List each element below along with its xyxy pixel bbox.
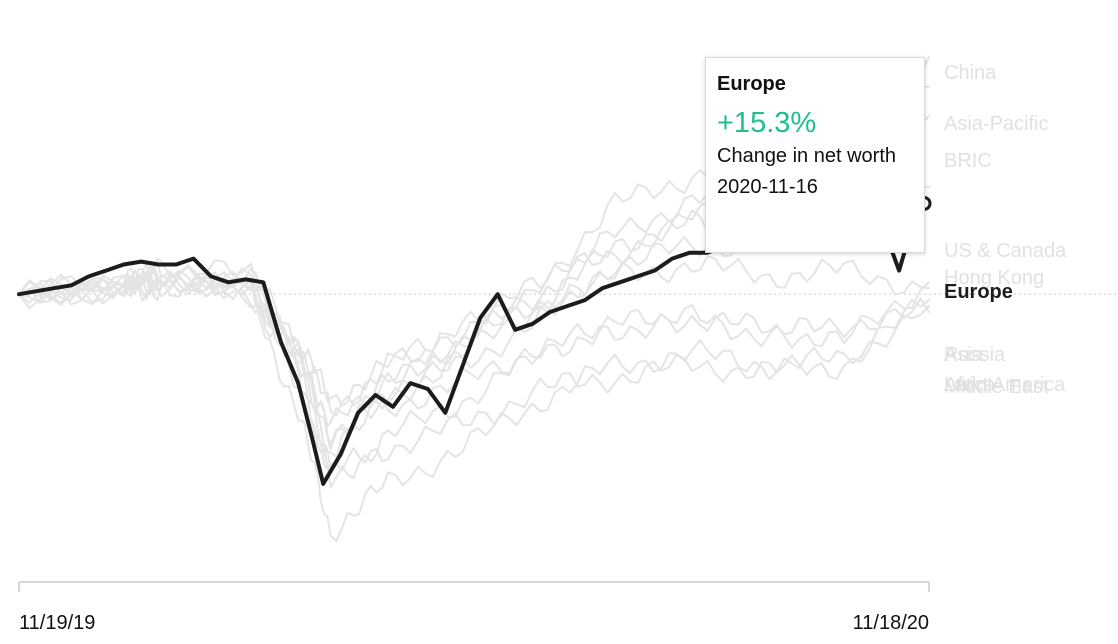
series-label-asia-pacific: Asia-Pacific [944, 113, 1048, 135]
series-label-asia: Asia [944, 344, 984, 366]
x-tick-labels-group: 11/19/19 11/18/20 [19, 612, 929, 634]
series-labels-group: China Asia-Pacific BRIC US & Canada Hong Kon… [944, 62, 1067, 398]
hover-tooltip: Europe +15.3% Change in net worth 2020-1… [705, 57, 925, 253]
tooltip-metric-label: Change in net worth [717, 145, 897, 167]
series-label-middle-east: Middle East [944, 376, 1049, 398]
series-label-us-canada: US & Canada [944, 240, 1067, 262]
series-label-china: China [944, 62, 997, 84]
tooltip-series-name: Europe [717, 73, 786, 95]
series-label-russia: Russia [944, 344, 1006, 366]
series-line-asia[interactable] [18, 255, 930, 407]
series-line-middle-east[interactable] [18, 271, 930, 451]
tooltip-value: +15.3% [717, 107, 817, 139]
series-label-africa: Africa [944, 374, 996, 396]
series-label-bric: BRIC [944, 150, 992, 172]
series-line-latin-america[interactable] [18, 270, 930, 543]
series-label-hong-kong: Hong Kong [944, 267, 1044, 289]
series-line-africa[interactable] [18, 274, 930, 472]
series-line-russia[interactable] [18, 262, 930, 489]
series-label-europe: Europe [944, 281, 1013, 303]
x-tick-label-end: 11/18/20 [853, 612, 929, 634]
tooltip-date: 2020-11-16 [717, 176, 818, 198]
x-tick-label-start: 11/19/19 [19, 612, 95, 634]
series-label-latin-america: Latin America [944, 374, 1066, 396]
